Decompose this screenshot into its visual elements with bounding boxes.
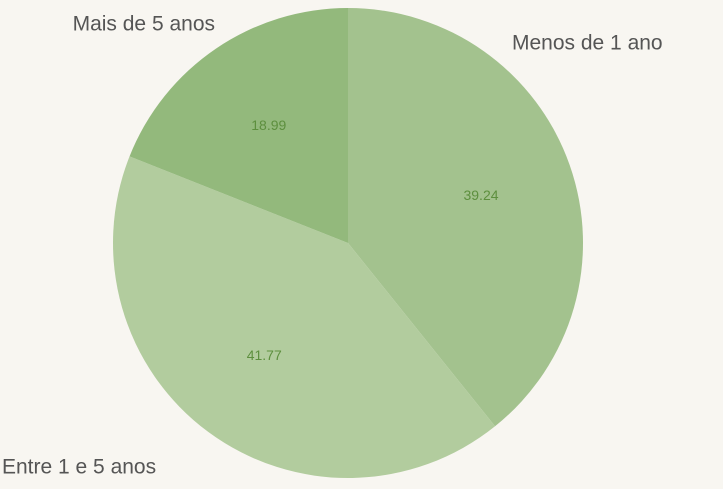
pie-slice bbox=[348, 8, 583, 427]
category-label: Menos de 1 ano bbox=[512, 32, 663, 55]
pie-slice bbox=[129, 8, 348, 243]
value-label: 39.24 bbox=[463, 187, 498, 203]
value-label: 18.99 bbox=[251, 117, 286, 133]
category-label: Mais de 5 anos bbox=[73, 13, 215, 36]
category-label: Entre 1 e 5 anos bbox=[2, 456, 156, 479]
pie-slice bbox=[113, 156, 496, 478]
value-label: 41.77 bbox=[247, 347, 282, 363]
